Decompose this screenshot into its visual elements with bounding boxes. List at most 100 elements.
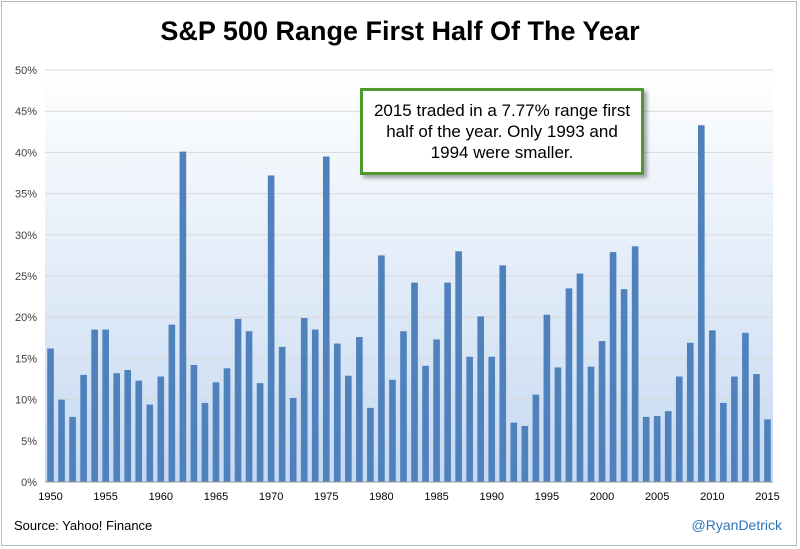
bar-1967 bbox=[234, 318, 242, 482]
bar-1958 bbox=[135, 380, 143, 482]
bar-2011 bbox=[720, 402, 727, 482]
bar-1969 bbox=[256, 383, 264, 482]
bar-1995 bbox=[543, 314, 551, 482]
bar-1981 bbox=[389, 379, 396, 482]
x-tick-label: 1980 bbox=[369, 491, 393, 503]
bar-2014 bbox=[753, 374, 760, 482]
x-tick-label: 1950 bbox=[38, 491, 62, 503]
bar-1978 bbox=[356, 336, 363, 482]
bar-1970 bbox=[267, 175, 275, 483]
bar-1965 bbox=[212, 382, 220, 482]
bar-1999 bbox=[587, 366, 595, 482]
bar-1982 bbox=[400, 331, 407, 482]
y-tick-label: 40% bbox=[15, 147, 37, 159]
bar-1986 bbox=[444, 282, 451, 482]
bar-1980 bbox=[378, 255, 385, 482]
bar-1953 bbox=[80, 374, 87, 482]
x-tick-label: 1995 bbox=[535, 491, 559, 503]
bar-1971 bbox=[278, 346, 286, 482]
bar-1966 bbox=[223, 368, 231, 482]
bar-2008 bbox=[686, 342, 694, 482]
bar-1973 bbox=[300, 318, 308, 482]
x-tick-label: 1955 bbox=[93, 491, 117, 503]
y-tick-label: 0% bbox=[21, 477, 37, 489]
x-tick-label: 1960 bbox=[149, 491, 173, 503]
bar-1993 bbox=[521, 425, 529, 482]
x-tick-label: 1965 bbox=[204, 491, 228, 503]
bar-2006 bbox=[664, 411, 672, 482]
x-tick-label: 1985 bbox=[424, 491, 448, 503]
bar-1964 bbox=[201, 402, 209, 482]
bar-2009 bbox=[697, 125, 705, 482]
y-tick-label: 25% bbox=[15, 271, 37, 283]
bar-1954 bbox=[91, 329, 98, 482]
bar-1950 bbox=[47, 348, 54, 482]
x-tick-label: 2000 bbox=[590, 491, 614, 503]
bar-1997 bbox=[565, 288, 573, 482]
bar-1975 bbox=[322, 156, 330, 482]
bar-1985 bbox=[433, 339, 440, 482]
bar-1962 bbox=[179, 151, 187, 483]
y-tick-label: 30% bbox=[15, 230, 37, 242]
bar-2005 bbox=[653, 416, 661, 482]
gridlines bbox=[45, 69, 773, 442]
bar-1956 bbox=[113, 373, 121, 482]
bar-2007 bbox=[675, 376, 683, 482]
bar-1992 bbox=[510, 422, 518, 482]
bars bbox=[47, 125, 771, 483]
x-tick-label: 1990 bbox=[479, 491, 503, 503]
x-tick-label: 2010 bbox=[700, 491, 724, 503]
bar-1963 bbox=[190, 364, 198, 482]
bar-1990 bbox=[488, 356, 496, 482]
bar-1988 bbox=[466, 356, 473, 482]
bar-2004 bbox=[642, 416, 650, 482]
annotation-box: 2015 traded in a 7.77% range first half … bbox=[360, 88, 644, 175]
bar-2013 bbox=[742, 332, 749, 482]
bar-2002 bbox=[620, 289, 628, 482]
x-tick-label: 2015 bbox=[755, 491, 779, 503]
y-tick-label: 5% bbox=[21, 436, 37, 448]
bar-1974 bbox=[311, 329, 319, 482]
bar-2015 bbox=[764, 419, 771, 482]
bar-1989 bbox=[477, 316, 485, 482]
bar-1955 bbox=[102, 329, 109, 482]
source-label: Source: Yahoo! Finance bbox=[14, 518, 153, 533]
bar-1994 bbox=[532, 394, 540, 482]
bar-1959 bbox=[146, 404, 154, 482]
bar-1952 bbox=[69, 416, 76, 482]
y-tick-label: 50% bbox=[15, 65, 37, 77]
bar-1984 bbox=[422, 365, 429, 482]
x-tick-label: 1975 bbox=[314, 491, 338, 503]
y-tick-label: 45% bbox=[15, 106, 37, 118]
bar-1957 bbox=[124, 369, 132, 482]
bar-1960 bbox=[157, 376, 165, 482]
bar-1996 bbox=[554, 367, 562, 482]
bar-1961 bbox=[168, 324, 176, 482]
author-handle: @RyanDetrick bbox=[691, 517, 782, 533]
x-axis-ticks: 1950 1955 1960 1965 1970 1975 1980 1985 1990 1995… bbox=[38, 491, 779, 503]
bar-1968 bbox=[245, 331, 253, 482]
bar-1987 bbox=[455, 251, 462, 482]
bar-2001 bbox=[609, 252, 617, 482]
x-tick-label: 1970 bbox=[259, 491, 283, 503]
bar-1998 bbox=[576, 273, 584, 482]
bar-1991 bbox=[499, 265, 507, 482]
x-tick-label: 2005 bbox=[645, 491, 669, 503]
bar-1983 bbox=[411, 282, 418, 482]
bar-2000 bbox=[598, 341, 606, 482]
bar-1976 bbox=[333, 343, 341, 482]
y-axis-ticks: 0% 5% 10% 15% 20% 25% 30% 35% 40% 45% 50% bbox=[15, 65, 37, 489]
y-tick-label: 20% bbox=[15, 312, 37, 324]
bar-1951 bbox=[58, 399, 65, 482]
bar-2012 bbox=[731, 376, 738, 482]
bar-1977 bbox=[345, 375, 352, 482]
bar-1972 bbox=[289, 397, 297, 482]
y-tick-label: 10% bbox=[15, 395, 37, 407]
chart-title: S&P 500 Range First Half Of The Year bbox=[160, 16, 640, 46]
bar-1979 bbox=[367, 407, 374, 482]
bar-2010 bbox=[709, 330, 716, 482]
y-tick-label: 15% bbox=[15, 353, 37, 365]
bar-2003 bbox=[631, 246, 639, 482]
y-tick-label: 35% bbox=[15, 189, 37, 201]
